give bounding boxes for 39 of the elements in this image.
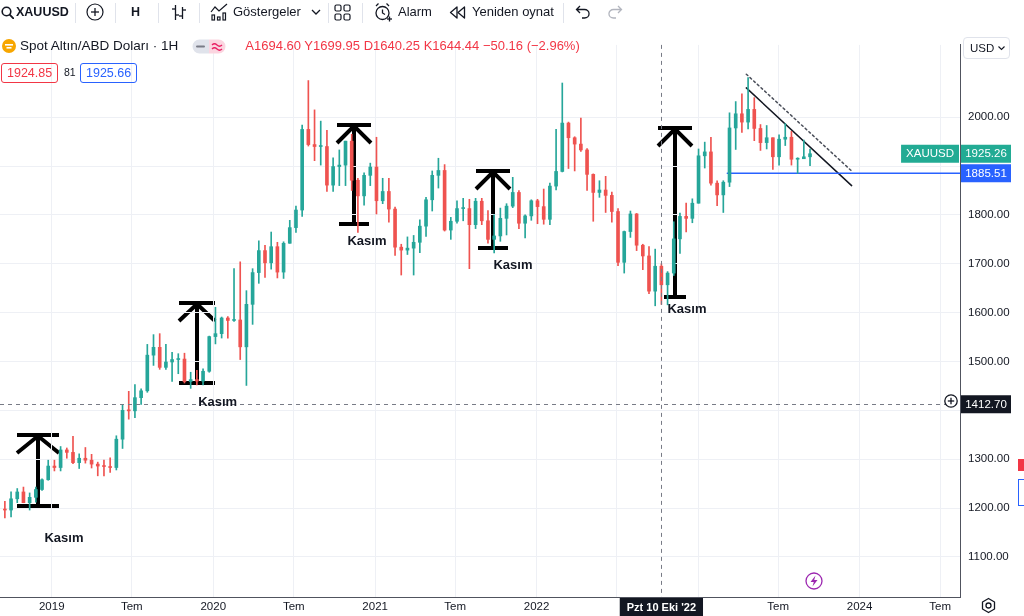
annotation: Kasım (493, 257, 533, 273)
dropdown-button: USD (963, 37, 1010, 59)
text: 1925.26 (965, 147, 1007, 160)
chart-title: Spot Altın/ABD Doları · 1H (20, 37, 179, 55)
y-tick-label: 2000.00 (968, 110, 1010, 123)
y-tick-label: 1800.00 (968, 208, 1010, 221)
x-tick-label: Tem (282, 600, 305, 613)
annotation: Kasım (44, 530, 84, 546)
text: XAUUSD (16, 4, 69, 21)
x-tick-label: 2019 (38, 600, 65, 613)
y-tick-label: 1200.00 (968, 501, 1010, 514)
annotation: Kasım (667, 301, 707, 317)
chart-subtitle: A1694.60 Y1699.95 D1640.25 K1644.44 −50.16 (−2.96%) (245, 37, 580, 55)
ref-line-label: Pzt 10 Eki '22 (626, 600, 697, 613)
annotation: 1925.66 (80, 63, 138, 83)
annotation: Kasım (198, 393, 238, 409)
x-tick-label: 2022 (523, 600, 550, 613)
y-tick-label: 1600.00 (968, 305, 1010, 318)
x-tick-label: 2020 (200, 600, 227, 613)
ref-line-label: 1412.70 (965, 397, 1007, 410)
text: 1885.51 (965, 166, 1007, 179)
x-tick-label: Tem (929, 600, 951, 613)
x-tick-label: Tem (120, 600, 143, 613)
annotation: 81 (64, 65, 76, 80)
text: Alarm (398, 3, 432, 21)
text: H (131, 4, 141, 21)
x-tick-label: 2024 (846, 600, 873, 613)
text: Yeniden oynat (472, 3, 554, 21)
annotation: 1924.85 (1, 63, 59, 83)
y-tick-label: 1500.00 (968, 354, 1010, 367)
annotation: Kasım (347, 233, 387, 249)
text: Göstergeler (233, 3, 301, 21)
x-tick-label: 2021 (362, 600, 388, 613)
y-tick-label: 1300.00 (968, 452, 1010, 465)
x-tick-label: Tem (767, 600, 790, 613)
annotation: XAUUSD (906, 147, 955, 160)
y-tick-label: 1700.00 (968, 256, 1010, 269)
y-tick-label: 1100.00 (968, 550, 1009, 563)
x-tick-label: Tem (444, 600, 467, 613)
